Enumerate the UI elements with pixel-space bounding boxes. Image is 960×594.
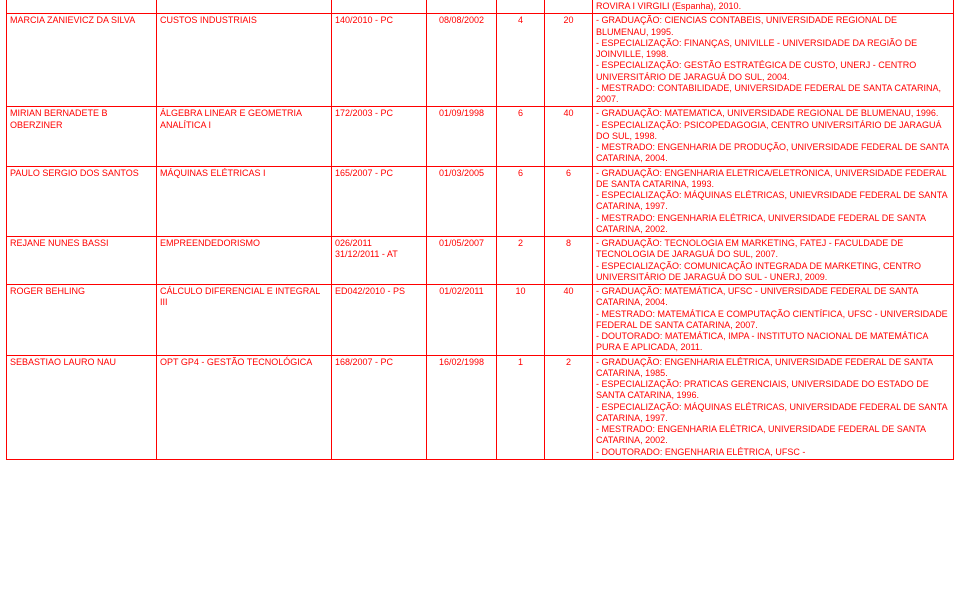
cell-n1: 1: [497, 355, 545, 459]
cell-empty: [497, 0, 545, 14]
cell-empty: [157, 0, 332, 14]
cell-n2: 8: [545, 237, 593, 285]
cell-course: CUSTOS INDUSTRIAIS: [157, 14, 332, 107]
table-row: MARCIA ZANIEVICZ DA SILVACUSTOS INDUSTRI…: [7, 14, 954, 107]
cell-n2: 2: [545, 355, 593, 459]
cell-code: 165/2007 - PC: [332, 166, 427, 237]
cell-course: ÁLGEBRA LINEAR E GEOMETRIA ANALÍTICA I: [157, 107, 332, 166]
cell-date: 01/05/2007: [427, 237, 497, 285]
cell-code: 172/2003 - PC: [332, 107, 427, 166]
cell-empty: [427, 0, 497, 14]
cell-code: 140/2010 - PC: [332, 14, 427, 107]
cell-notes: - GRADUAÇÃO: ENGENHARIA ELÉTRICA, UNIVER…: [593, 355, 954, 459]
cell-code: 168/2007 - PC: [332, 355, 427, 459]
cell-notes: ROVIRA I VIRGILI (Espanha), 2010.: [593, 0, 954, 14]
cell-name: PAULO SERGIO DOS SANTOS: [7, 166, 157, 237]
cell-empty: [7, 0, 157, 14]
cell-date: 01/09/1998: [427, 107, 497, 166]
table-row-continuation: ROVIRA I VIRGILI (Espanha), 2010.: [7, 0, 954, 14]
cell-course: OPT GP4 - GESTÃO TECNOLÓGICA: [157, 355, 332, 459]
cell-empty: [545, 0, 593, 14]
cell-date: 01/03/2005: [427, 166, 497, 237]
cell-n2: 40: [545, 107, 593, 166]
cell-n1: 2: [497, 237, 545, 285]
table-row: MIRIAN BERNADETE B OBERZINERÁLGEBRA LINE…: [7, 107, 954, 166]
table-body: ROVIRA I VIRGILI (Espanha), 2010. MARCIA…: [7, 0, 954, 459]
cell-notes: - GRADUAÇÃO: MATEMATICA, UNIVERSIDADE RE…: [593, 107, 954, 166]
cell-name: MARCIA ZANIEVICZ DA SILVA: [7, 14, 157, 107]
cell-empty: [332, 0, 427, 14]
data-table: ROVIRA I VIRGILI (Espanha), 2010. MARCIA…: [6, 0, 954, 460]
cell-course: CÁLCULO DIFERENCIAL E INTEGRAL III: [157, 285, 332, 356]
cell-course: EMPREENDEDORISMO: [157, 237, 332, 285]
table-row: ROGER BEHLINGCÁLCULO DIFERENCIAL E INTEG…: [7, 285, 954, 356]
cell-name: REJANE NUNES BASSI: [7, 237, 157, 285]
table-row: SEBASTIAO LAURO NAUOPT GP4 - GESTÃO TECN…: [7, 355, 954, 459]
cell-name: ROGER BEHLING: [7, 285, 157, 356]
cell-n1: 10: [497, 285, 545, 356]
cell-n2: 40: [545, 285, 593, 356]
cell-notes: - GRADUAÇÃO: ENGENHARIA ELETRICA/ELETRON…: [593, 166, 954, 237]
cell-code: 026/201131/12/2011 - AT: [332, 237, 427, 285]
cell-name: SEBASTIAO LAURO NAU: [7, 355, 157, 459]
cell-notes: - GRADUAÇÃO: TECNOLOGIA EM MARKETING, FA…: [593, 237, 954, 285]
cell-n2: 20: [545, 14, 593, 107]
cell-date: 01/02/2011: [427, 285, 497, 356]
cell-n1: 4: [497, 14, 545, 107]
cell-date: 16/02/1998: [427, 355, 497, 459]
cell-code: ED042/2010 - PS: [332, 285, 427, 356]
cell-n2: 6: [545, 166, 593, 237]
table-row: REJANE NUNES BASSIEMPREENDEDORISMO026/20…: [7, 237, 954, 285]
cell-notes: - GRADUAÇÃO: MATEMÁTICA, UFSC - UNIVERSI…: [593, 285, 954, 356]
cell-n1: 6: [497, 166, 545, 237]
cell-date: 08/08/2002: [427, 14, 497, 107]
cell-course: MÁQUINAS ELÉTRICAS I: [157, 166, 332, 237]
cell-name: MIRIAN BERNADETE B OBERZINER: [7, 107, 157, 166]
page-container: ROVIRA I VIRGILI (Espanha), 2010. MARCIA…: [0, 0, 960, 466]
cell-n1: 6: [497, 107, 545, 166]
table-row: PAULO SERGIO DOS SANTOSMÁQUINAS ELÉTRICA…: [7, 166, 954, 237]
cell-notes: - GRADUAÇÃO: CIENCIAS CONTABEIS, UNIVERS…: [593, 14, 954, 107]
